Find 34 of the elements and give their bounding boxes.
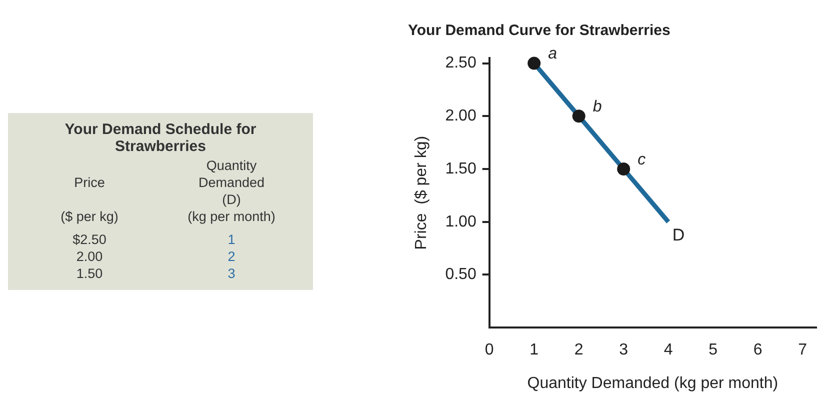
text: Price — [73, 174, 106, 191]
x-tick-label: 5 — [708, 342, 718, 359]
y-tick-label: 2.00 — [445, 108, 476, 125]
text: 2.00 — [75, 248, 104, 265]
text: 2 — [226, 248, 236, 265]
text: 3 — [226, 265, 236, 282]
text: Your Demand Schedule for Strawberries — [64, 121, 258, 155]
y-axis-title: Price ($ per kg) — [413, 136, 430, 250]
text: $2.50 — [72, 231, 108, 248]
text: Quantity Demanded (D) — [197, 157, 266, 208]
annotation: a — [548, 46, 558, 63]
x-tick-label: 2 — [574, 342, 584, 359]
y-tick-label: 2.50 — [445, 54, 476, 72]
x-tick-label: 4 — [664, 342, 673, 359]
annotation: c — [638, 151, 646, 168]
text: (kg per month) — [186, 208, 276, 225]
x-tick-label: 1 — [530, 342, 539, 359]
y-tick-label: 1.50 — [445, 160, 476, 178]
x-tick-label: 7 — [798, 342, 808, 359]
text: 1 — [226, 231, 236, 248]
series-label: D — [672, 226, 685, 245]
x-tick-label: 0 — [484, 342, 494, 359]
x-axis-title: Quantity Demanded (kg per month) — [527, 374, 778, 392]
y-tick-label: 0.50 — [445, 266, 476, 284]
x-tick-label: 6 — [753, 342, 762, 359]
point — [617, 162, 630, 176]
chart-title: Your Demand Curve for Strawberries — [408, 22, 670, 40]
annotation: b — [592, 98, 602, 116]
x-tick-label: 3 — [619, 342, 628, 359]
point — [528, 56, 541, 70]
text: 1.50 — [75, 265, 104, 282]
text: ($ per kg) — [60, 208, 120, 225]
point — [572, 110, 586, 123]
y-tick-label: 1.00 — [445, 213, 476, 230]
